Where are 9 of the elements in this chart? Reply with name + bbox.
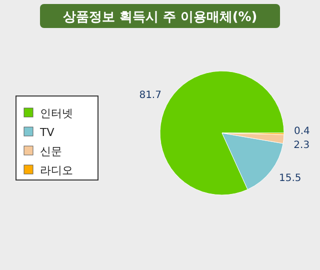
chart-title: 상품정보 획득시 주 이용매체(%) [62, 10, 258, 25]
legend-label: 라디오 [40, 164, 73, 177]
legend-label: 신문 [40, 145, 62, 158]
legend-label: TV [39, 126, 55, 139]
data-label: 0.4 [294, 126, 310, 137]
data-label: 81.7 [139, 90, 162, 102]
data-label: 15.5 [279, 172, 302, 184]
legend-label: 인터넷 [40, 107, 73, 120]
data-label: 2.3 [294, 140, 310, 152]
